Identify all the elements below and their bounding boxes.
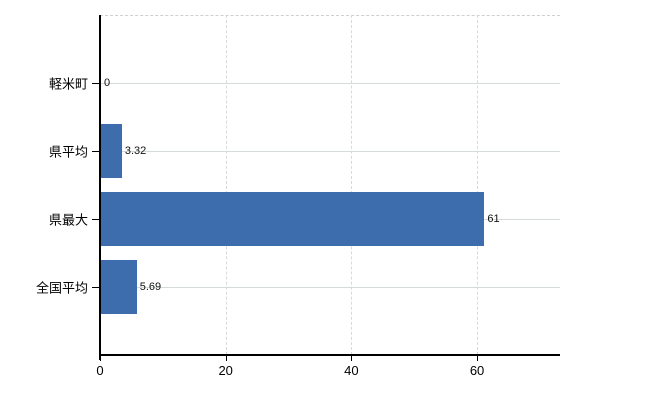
x-tick-label: 0 xyxy=(96,363,104,378)
x-tick-label: 20 xyxy=(218,363,233,378)
horizontal-gridline xyxy=(101,286,560,288)
x-tick-label: 60 xyxy=(469,363,485,378)
bar xyxy=(101,260,137,314)
category-label: 全国平均 xyxy=(35,280,88,296)
vertical-gridline xyxy=(477,15,479,355)
x-axis-tick xyxy=(100,356,101,361)
category-label: 軽米町 xyxy=(48,76,88,92)
horizontal-gridline xyxy=(101,82,560,84)
category-label: 県平均 xyxy=(48,144,88,160)
vertical-gridline xyxy=(351,15,353,355)
bar-value-label: 3.32 xyxy=(124,145,147,157)
bar-value-label: 5.69 xyxy=(139,281,162,293)
x-axis-tick xyxy=(351,356,353,361)
x-axis-tick xyxy=(225,356,227,361)
y-axis-tick xyxy=(92,218,100,220)
y-axis-line xyxy=(99,15,101,360)
y-axis-tick xyxy=(92,150,100,152)
category-label: 県最大 xyxy=(48,212,88,228)
vertical-gridline xyxy=(225,15,227,355)
x-tick-label: 40 xyxy=(344,363,359,378)
y-axis-tick xyxy=(92,286,100,288)
bar xyxy=(101,124,122,178)
bar xyxy=(101,192,485,246)
y-axis-tick xyxy=(92,82,100,84)
bar-value-label: 61 xyxy=(487,213,500,225)
horizontal-gridline xyxy=(101,150,560,152)
bar-value-label: 0 xyxy=(104,77,111,89)
x-axis-line xyxy=(100,354,560,356)
plot-top-border xyxy=(100,15,560,16)
x-axis-tick xyxy=(477,356,479,361)
